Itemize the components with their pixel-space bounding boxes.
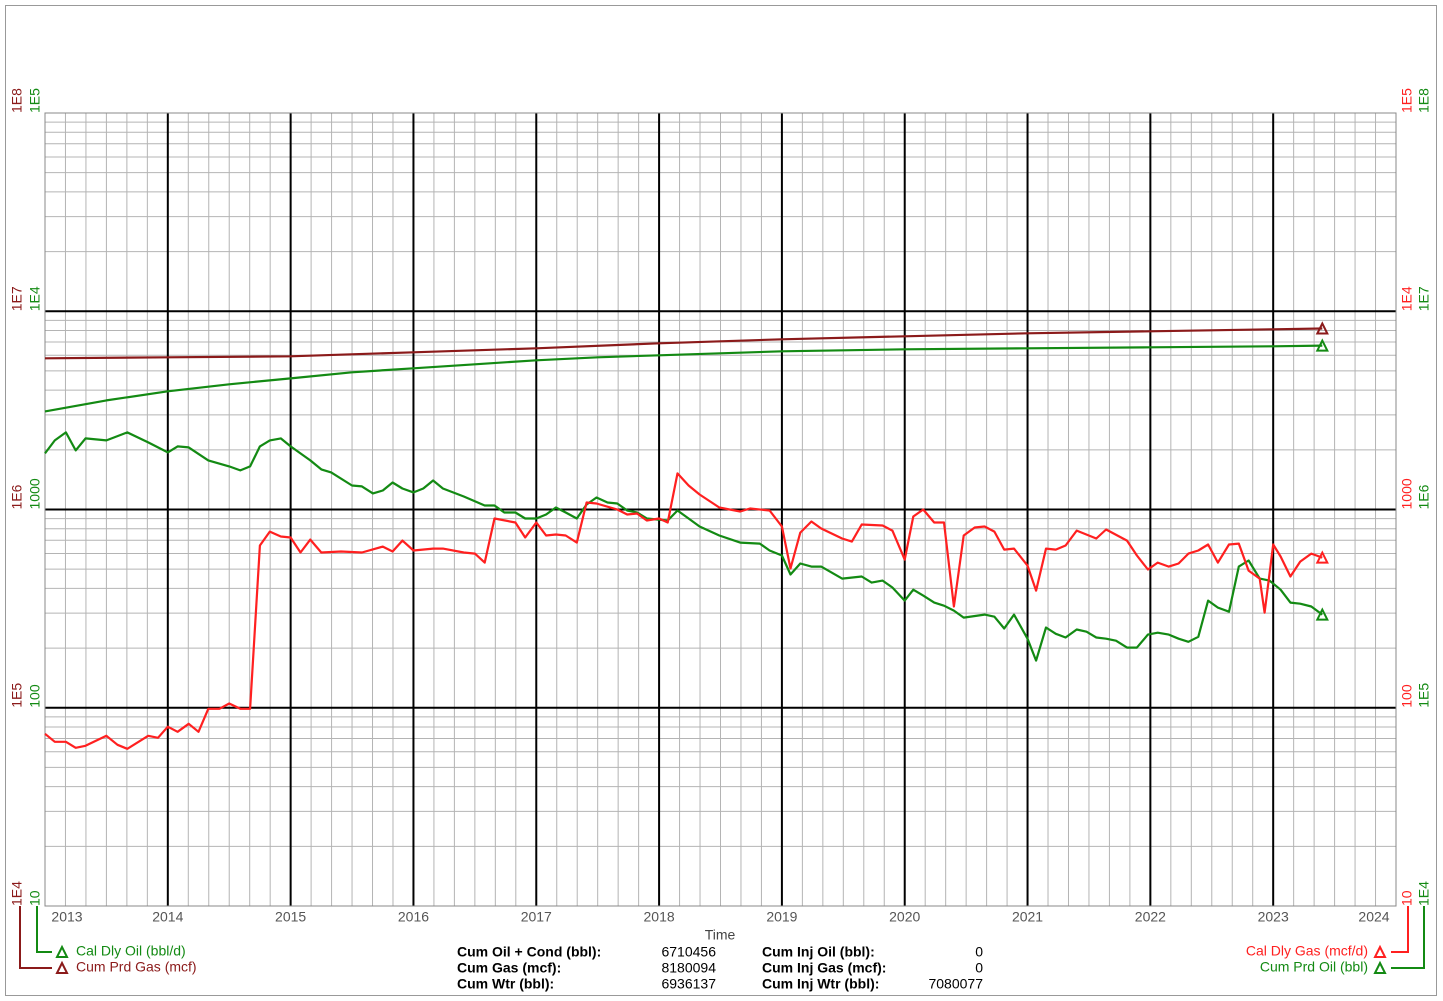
x-tick-label: 2016: [398, 909, 429, 925]
stat-label: Cum Oil + Cond (bbl):: [457, 944, 601, 960]
stat-label: Cum Inj Gas (mcf):: [762, 960, 886, 976]
end-marker: [1315, 550, 1329, 564]
marks: [44, 321, 1329, 750]
x-tick-label: 2023: [1258, 909, 1289, 925]
stat-label: Cum Wtr (bbl):: [457, 976, 554, 992]
y-tick-label: 10: [27, 890, 43, 906]
legend-marker: [55, 960, 69, 974]
series-line: [44, 431, 1323, 662]
y-tick-label: 10: [1399, 890, 1415, 906]
y-tick-label: 1E5: [27, 88, 43, 113]
y-tick-label: 1E4: [1416, 881, 1432, 906]
legend-line: [19, 906, 52, 969]
legend-label: Cum Prd Gas (mcf): [76, 959, 197, 975]
grid: [44, 112, 1397, 907]
stat-value: 8180094: [661, 960, 716, 976]
end-marker: [1315, 321, 1329, 335]
legend-line: [1391, 906, 1409, 953]
x-axis-label: Time: [705, 927, 736, 943]
y-tick-label: 1E8: [1416, 88, 1432, 113]
series-line: [44, 344, 1323, 413]
y-tick-label: 1E4: [1399, 286, 1415, 311]
end-marker: [1315, 338, 1329, 352]
y-tick-label: 1E5: [1399, 88, 1415, 113]
y-tick-label: 1E7: [1416, 286, 1432, 311]
end-marker: [1315, 607, 1329, 621]
y-tick-label: 1E4: [9, 881, 25, 906]
stat-value: 0: [975, 960, 983, 976]
y-tick-label: 1000: [1399, 478, 1415, 509]
legend-marker: [1373, 944, 1387, 958]
stat-label: Cum Inj Wtr (bbl):: [762, 976, 879, 992]
plot-frame: [44, 112, 1397, 907]
stat-label: Cum Inj Oil (bbl):: [762, 944, 875, 960]
legend-label: Cal Dly Gas (mcf/d): [1246, 943, 1368, 959]
legend-marker: [55, 944, 69, 958]
x-tick-label: 2015: [275, 909, 306, 925]
y-tick-label: 1E4: [27, 286, 43, 311]
x-tick-label: 2019: [766, 909, 797, 925]
x-tick-label: 2021: [1012, 909, 1043, 925]
stat-value: 6936137: [661, 976, 716, 992]
y-tick-label: 1E7: [9, 286, 25, 311]
series-line: [44, 327, 1323, 360]
x-tick-label: 2014: [152, 909, 183, 925]
legend-label: Cum Prd Oil (bbl): [1260, 959, 1368, 975]
stat-value: 7080077: [928, 976, 983, 992]
x-tick-label: 2013: [51, 909, 82, 925]
x-tick-label: 2024: [1358, 909, 1389, 925]
x-tick-label: 2017: [521, 909, 552, 925]
stat-label: Cum Gas (mcf):: [457, 960, 561, 976]
y-tick-label: 1E5: [1416, 683, 1432, 708]
legend-line: [36, 906, 52, 953]
series-line: [44, 472, 1323, 750]
x-tick-label: 2018: [644, 909, 675, 925]
legend-line: [1391, 906, 1425, 969]
x-tick-label: 2020: [889, 909, 920, 925]
y-tick-label: 100: [1399, 684, 1415, 708]
y-tick-label: 1E6: [1416, 484, 1432, 509]
y-tick-label: 100: [27, 684, 43, 708]
stat-value: 6710456: [661, 944, 716, 960]
y-tick-label: 1E6: [9, 484, 25, 509]
y-tick-label: 1E5: [9, 683, 25, 708]
frame: [5, 5, 1437, 996]
x-tick-label: 2022: [1135, 909, 1166, 925]
y-tick-label: 1E8: [9, 88, 25, 113]
legend-label: Cal Dly Oil (bbl/d): [76, 943, 186, 959]
stat-value: 0: [975, 944, 983, 960]
legend-marker: [1373, 960, 1387, 974]
y-tick-label: 1000: [27, 478, 43, 509]
